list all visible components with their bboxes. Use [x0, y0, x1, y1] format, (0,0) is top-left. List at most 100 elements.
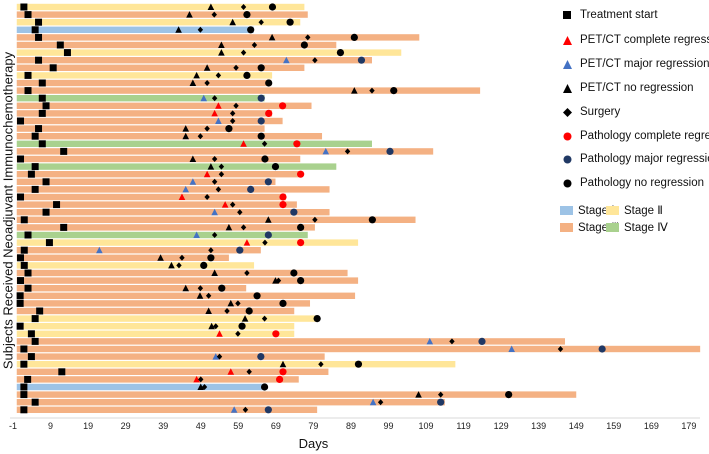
pathology-no-marker — [265, 79, 273, 87]
treatment-start-marker — [60, 223, 68, 231]
legend-label: Stage Ⅱ — [624, 205, 663, 217]
pathology-major-marker — [386, 147, 394, 155]
petct-complete-marker — [216, 330, 223, 337]
petct-major-marker — [322, 147, 330, 155]
x-tick-label: 139 — [531, 421, 546, 431]
surgery-marker — [233, 64, 239, 71]
pathology-complete-marker — [297, 239, 305, 247]
treatment-start-marker — [16, 299, 24, 307]
stage-bar — [16, 323, 295, 330]
subject-row — [16, 231, 308, 239]
pathology-complete-marker — [276, 375, 284, 383]
surgery-marker — [557, 346, 564, 352]
x-axis-label: Days — [299, 436, 329, 451]
subject-row — [16, 315, 321, 323]
petct-no-marker — [208, 322, 215, 330]
x-tick-label: 109 — [419, 421, 434, 431]
surgery-marker — [377, 399, 384, 406]
subject-row — [16, 277, 359, 285]
subject-row — [16, 239, 359, 247]
treatment-start-marker — [31, 337, 39, 345]
pathology-no-marker — [336, 49, 345, 57]
stage-bar — [16, 216, 416, 223]
subject-row — [16, 284, 247, 292]
surgery-marker — [211, 232, 218, 238]
surgery-marker — [201, 384, 208, 390]
subject-row — [16, 147, 434, 155]
surgery-marker — [213, 323, 219, 330]
petct-major-marker — [426, 337, 434, 345]
treatment-start-marker — [27, 330, 35, 338]
petct-complete-marker — [215, 102, 222, 109]
surgery-marker — [197, 26, 204, 33]
stage-bar — [16, 95, 265, 102]
treatment-start-marker — [31, 26, 39, 34]
stage-bar — [16, 345, 701, 353]
pathology-complete-marker — [293, 140, 301, 148]
pathology-no-marker — [238, 322, 246, 330]
treatment-start-marker — [53, 201, 61, 209]
subject-row — [16, 94, 265, 102]
petct-no-marker — [197, 383, 205, 390]
surgery-marker — [235, 330, 241, 337]
treatment-start-marker — [27, 170, 35, 178]
treatment-start-marker — [31, 132, 39, 140]
surgery-marker — [235, 300, 241, 307]
stage-bar — [16, 353, 325, 360]
subject-row — [16, 307, 295, 315]
petct-major-marker — [200, 94, 208, 102]
surgery-marker — [312, 216, 318, 223]
pathology-major-marker — [257, 117, 265, 125]
pathology-no-marker — [247, 26, 255, 34]
petct-no-marker — [182, 284, 190, 292]
legend-petct-complete: PET/CT complete regression — [560, 34, 709, 46]
petct-major-marker — [230, 406, 238, 413]
stage-bar — [16, 140, 372, 147]
petct-no-marker — [351, 87, 358, 94]
petct-major-marker — [189, 178, 197, 185]
subject-row — [16, 132, 323, 140]
stage-bar — [16, 186, 330, 193]
surgery-marker — [216, 353, 223, 360]
stage-bar — [16, 307, 295, 315]
treatment-start-marker — [31, 163, 39, 171]
pathology-no-marker — [243, 11, 251, 19]
subject-row — [16, 26, 255, 34]
pathology-no-marker — [368, 216, 376, 224]
subject-row — [16, 208, 330, 216]
pathology-major-marker — [357, 56, 366, 64]
stage-bar — [16, 254, 229, 261]
stage-bar — [16, 163, 337, 170]
legend-petct-no: PET/CT no regression — [560, 82, 694, 94]
pathology-no-marker — [261, 155, 269, 163]
treatment-start-marker — [16, 292, 24, 300]
treatment-start-marker — [20, 246, 28, 254]
x-tick-label: 49 — [196, 421, 206, 431]
surgery-marker — [240, 4, 247, 10]
stage-bar — [16, 376, 299, 383]
treatment-start-marker — [17, 277, 25, 285]
legend-label: Pathology major regression — [580, 153, 709, 165]
treatment-start-marker — [58, 368, 66, 376]
legend-surgery: Surgery — [560, 106, 620, 118]
pathology-no-marker — [260, 383, 269, 391]
x-tick-label: 129 — [494, 421, 509, 431]
surgery-marker — [211, 11, 217, 18]
legend-stage-4: Stage Ⅳ — [606, 220, 668, 234]
surgery-marker — [312, 57, 318, 64]
petct-major-marker — [193, 231, 200, 238]
petct-no-marker — [225, 223, 233, 231]
petct-major-marker — [212, 353, 220, 360]
petct-no-marker — [279, 360, 287, 368]
subject-row — [16, 18, 301, 26]
stage-bar — [16, 110, 273, 117]
pathology-no-marker — [200, 261, 208, 269]
stage-bar — [16, 315, 318, 322]
stage-bar — [16, 330, 295, 337]
stage-bar — [16, 368, 329, 375]
subject-row — [16, 261, 255, 269]
stage-bar — [16, 383, 265, 391]
treatment-start-marker — [24, 269, 32, 277]
stage-bar — [16, 155, 301, 163]
treatment-start-marker — [56, 41, 64, 49]
